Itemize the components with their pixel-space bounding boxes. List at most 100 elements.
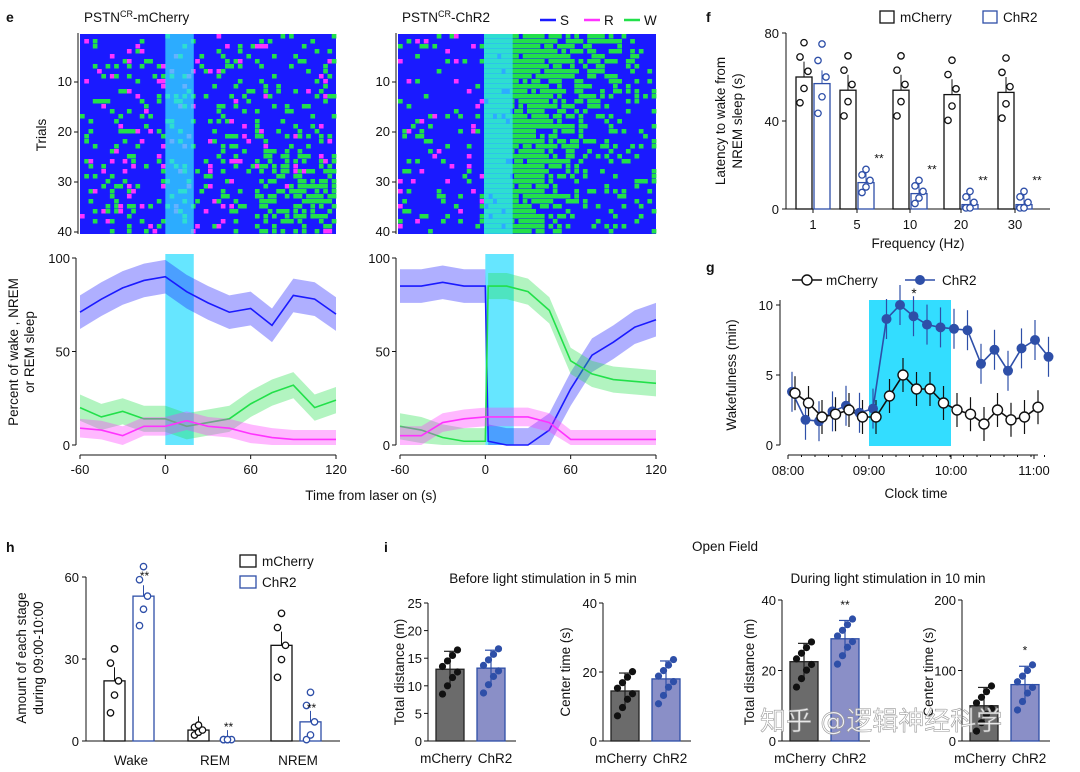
h-y-tick-label: 0 <box>72 734 79 749</box>
h-y-tick-label: 30 <box>65 652 79 667</box>
heatmap-cell-W <box>600 114 605 119</box>
heatmap-cell-W <box>608 229 614 234</box>
g-x-tick-label: 11:00 <box>1018 463 1050 478</box>
heatmap-cell-W <box>582 154 588 159</box>
heatmap-cell-W <box>531 114 536 119</box>
heatmap-cell-W <box>263 149 269 154</box>
i1-y-tick-label: 0 <box>415 734 422 749</box>
heatmap-cell-W <box>225 119 230 124</box>
heatmap-cell-W <box>552 154 558 159</box>
heatmap-cell-W <box>595 204 601 209</box>
heatmap-cell-W <box>406 39 412 44</box>
heatmap-cell-W <box>216 199 222 204</box>
heatmap-cell-R <box>135 44 141 49</box>
heatmap-cell-W <box>263 89 269 94</box>
h-x-tick-label: NREM <box>278 753 318 768</box>
heatmap-cell-W <box>535 179 541 184</box>
watermark: 知乎 @逻辑神经科学 <box>760 707 1002 737</box>
heatmap-cell-W <box>514 229 519 234</box>
heatmap-cell-R <box>225 44 230 49</box>
i2-dot-ChR2 <box>664 661 673 669</box>
i3-dot-ChR2 <box>843 643 852 651</box>
heatmap-cell-W <box>527 39 532 44</box>
heatmap-cell-W <box>535 184 541 189</box>
heatmap-cell-W <box>284 109 290 114</box>
heatmap-cell-W <box>557 64 562 69</box>
heatmap-cell-W <box>144 164 149 169</box>
heatmap-cell-W <box>479 204 485 209</box>
g-point-mcherry <box>856 411 869 423</box>
heatmap-cell-W <box>617 79 622 84</box>
f-dot-mcherry <box>897 97 905 106</box>
heatmap-cell-W <box>423 44 429 49</box>
line-R <box>400 416 656 441</box>
heatmap-cell-W <box>301 159 307 164</box>
heatmap-cell-W <box>415 159 420 164</box>
heatmap-cell-W <box>544 49 549 54</box>
heatmap-cell-W <box>570 39 575 44</box>
heatmap-cell-R <box>466 89 472 94</box>
f-x-tick-label: 30 <box>1008 217 1022 232</box>
heatmap-cell-W <box>634 99 640 104</box>
heatmap-cell-W <box>327 224 333 229</box>
heatmap-cell-W <box>595 39 601 44</box>
heatmap-cell-W <box>630 59 635 64</box>
heatmap-cell-W <box>600 94 605 99</box>
heatmap-cell-W <box>570 49 575 54</box>
heatmap-cell-W <box>544 89 549 94</box>
heatmap-cell-W <box>514 204 519 209</box>
i1-dot-mCherry <box>448 673 457 682</box>
heatmap-cell-W <box>535 114 541 119</box>
heatmap-cell-W <box>92 219 98 224</box>
g-point-mcherry <box>897 369 909 381</box>
f-dot-mcherry <box>800 38 808 47</box>
heatmap-cell-R <box>135 129 141 134</box>
heatmap-cell-R <box>432 114 438 119</box>
heatmap-cell-W <box>539 104 545 109</box>
heatmap-cell-W <box>139 114 145 119</box>
g-point-mcherry <box>789 387 801 399</box>
heatmap-cell-W <box>535 99 541 104</box>
heatmap-cell-W <box>604 139 610 144</box>
heatmap-cell-W <box>131 159 136 164</box>
h-legend-swatch-mcherry <box>239 554 257 568</box>
heatmap-cell-W <box>600 89 605 94</box>
heatmap-cell-W <box>587 34 592 39</box>
heatmap-cell-R <box>327 139 333 144</box>
heatmap-cell-W <box>458 114 463 119</box>
heatmap-cell-R <box>195 59 200 64</box>
heatmap-chr2 <box>398 34 657 234</box>
heatmap-cell-W <box>419 214 425 219</box>
g-point-mcherry <box>843 404 855 416</box>
heatmap-cell-W <box>254 189 260 194</box>
heatmap-cell-W <box>522 144 528 149</box>
heatmap-cell-W <box>531 179 536 184</box>
heatmap-cell-W <box>552 129 558 134</box>
i4-dot-ChR2 <box>1018 672 1027 680</box>
heatmap-cell-R <box>126 184 132 189</box>
heatmap-cell-W <box>527 139 532 144</box>
heatmap-cell-W <box>587 59 592 64</box>
heatmap-cell-W <box>544 154 549 159</box>
f-dot-chr2 <box>966 187 974 196</box>
x-tick-label: 120 <box>645 462 667 477</box>
heatmap-cell-R <box>105 219 111 224</box>
heatmap-cell-W <box>518 64 524 69</box>
heatmap-cell-W <box>518 169 524 174</box>
band-S <box>400 265 656 445</box>
heatmap-cell-W <box>254 124 260 129</box>
heatmap-cell-W <box>428 124 433 129</box>
heatmap-cell-W <box>544 64 549 69</box>
heatmap-cell-W <box>327 94 333 99</box>
heatmap-cell-R <box>229 119 234 124</box>
heatmap-cell-R <box>220 204 226 209</box>
heatmap-cell-W <box>314 184 320 189</box>
heatmap-cell-W <box>254 159 260 164</box>
heatmap-cell-W <box>561 49 567 54</box>
heatmap-cell-W <box>613 214 618 219</box>
heatmap-cell-W <box>634 89 640 94</box>
heatmap-cell-W <box>531 49 536 54</box>
heatmap-cell-W <box>578 114 584 119</box>
heatmap-cell-W <box>114 184 119 189</box>
heatmap-cell-W <box>126 64 132 69</box>
